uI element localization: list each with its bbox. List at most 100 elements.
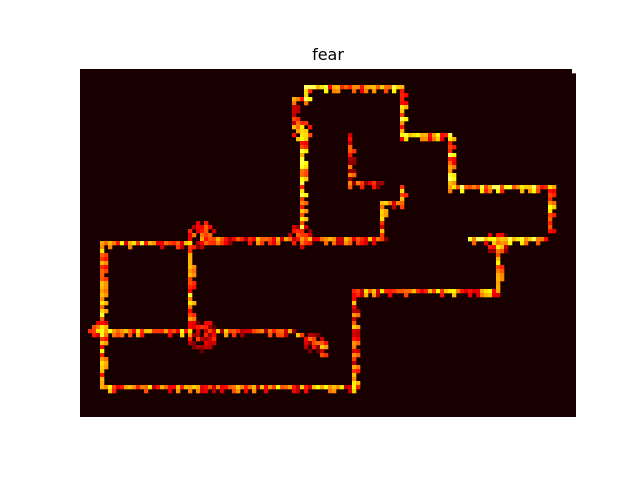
heatmap-cell [144,389,149,394]
heatmap-cell [496,293,501,298]
heatmap-cell [100,321,105,326]
heatmap-cell [400,185,405,190]
heatmap-cell [208,225,213,230]
heatmap-cell [280,385,285,390]
heatmap-cell [164,329,169,334]
heatmap-cell [300,153,305,158]
heatmap-cell [140,241,145,246]
heatmap-cell [276,385,281,390]
heatmap-cell [284,329,289,334]
heatmap-cell [160,329,165,334]
heatmap-cell [400,101,405,106]
heatmap-cell [352,385,357,390]
heatmap-cell [352,237,357,242]
heatmap-cell [508,185,513,190]
heatmap-cell [320,341,325,346]
heatmap-cell [264,385,269,390]
heatmap-cell [296,389,301,394]
heatmap-cell [360,89,365,94]
heatmap-cell [428,133,433,138]
heatmap-cell [224,241,229,246]
heatmap-cell [192,245,197,250]
heatmap-cell [224,385,229,390]
heatmap-cell [120,241,125,246]
heatmap-cell [452,173,457,178]
heatmap-cell [100,357,105,362]
heatmap-cell [288,385,293,390]
heatmap-cell [104,265,109,270]
heatmap-cell [292,125,297,130]
heatmap-cell [352,357,357,362]
heatmap-cell [380,221,385,226]
heatmap-cell [196,337,201,342]
heatmap-cell [344,241,349,246]
heatmap-cell [100,353,105,358]
heatmap-cell [100,325,105,330]
heatmap-cell [140,385,145,390]
heatmap-cell [320,337,325,342]
heatmap-cell [308,85,313,90]
heatmap-cell [156,385,161,390]
heatmap-cell [216,329,221,334]
heatmap-cell [188,309,193,314]
heatmap-cell [352,149,357,154]
heatmap-cell [448,185,453,190]
heatmap-cell [180,385,185,390]
heatmap-cell [380,201,385,206]
heatmap-cell [388,201,393,206]
heatmap-cell [352,321,357,326]
heatmap-cell [192,325,197,330]
heatmap-cell [304,169,309,174]
heatmap-cell [104,285,109,290]
heatmap-cell [220,241,225,246]
heatmap-cell [400,125,405,130]
heatmap-cell [264,389,269,394]
heatmap-cell [304,133,309,138]
heatmap-cell [120,385,125,390]
heatmap-cell [348,237,353,242]
heatmap-cell [100,265,105,270]
heatmap-cell [228,237,233,242]
heatmap-cell [292,389,297,394]
heatmap-cell [416,133,421,138]
heatmap-cell [360,85,365,90]
heatmap-cell [196,385,201,390]
heatmap-cell [452,289,457,294]
heatmap-cell [100,285,105,290]
heatmap-cell [252,389,257,394]
heatmap-cell [120,329,125,334]
heatmap-cell [380,225,385,230]
heatmap-cell [348,137,353,142]
heatmap-cell [380,213,385,218]
heatmap-cell [360,237,365,242]
heatmap-cell [356,385,361,390]
heatmap-cell [180,241,185,246]
heatmap-cell [268,237,273,242]
heatmap-cell [300,121,305,126]
heatmap-cell [320,237,325,242]
heatmap-cell [188,297,193,302]
heatmap-cell [496,185,501,190]
heatmap-cell [180,245,185,250]
heatmap-cell [192,341,197,346]
heatmap-cell [204,385,209,390]
heatmap-cell [548,189,553,194]
heatmap-cell [176,245,181,250]
heatmap-cell [400,93,405,98]
heatmap-cell [112,241,117,246]
heatmap-cell [336,241,341,246]
heatmap-cell [352,381,357,386]
heatmap-cell [520,241,525,246]
heatmap-cell [352,297,357,302]
heatmap-cell [400,197,405,202]
heatmap-cell [116,385,121,390]
heatmap-cell [216,385,221,390]
heatmap-cell [364,237,369,242]
heatmap-cell [196,229,201,234]
heatmap-cell [448,289,453,294]
heatmap-cell [208,341,213,346]
heatmap-cell [496,277,501,282]
heatmap-cell [240,333,245,338]
heatmap-cell [468,237,473,242]
heatmap-cell [536,185,541,190]
